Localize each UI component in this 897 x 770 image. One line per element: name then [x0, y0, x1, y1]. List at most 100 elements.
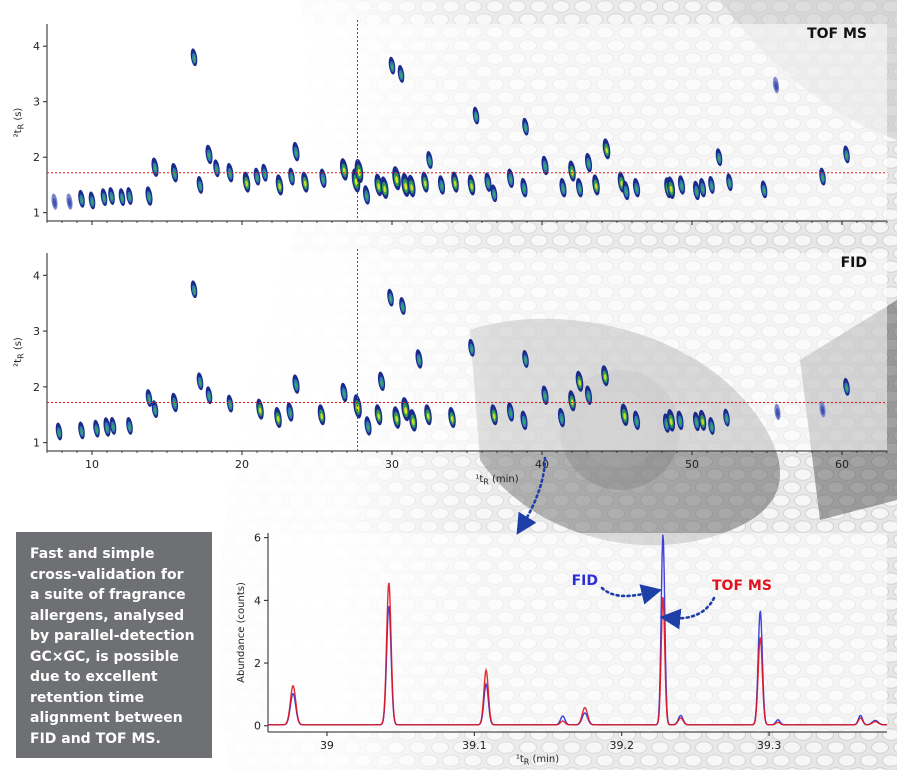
peak-blob-core	[509, 176, 512, 183]
peak-blob-core	[509, 410, 512, 417]
peak-blob-core	[391, 64, 394, 70]
peak-blob-core	[256, 175, 259, 181]
peak-blob-core	[669, 418, 673, 426]
peak-blob-core	[624, 189, 628, 195]
series-label-fid: FID	[572, 573, 598, 589]
peak-blob-core	[578, 186, 581, 193]
plot-title: FID	[841, 255, 867, 271]
peak-blob-core	[91, 199, 94, 205]
peak-blob-core	[377, 413, 381, 420]
plot-area	[47, 24, 887, 221]
x-axis-label: ¹tR (min)	[475, 474, 518, 487]
y-tick-label: 3	[33, 325, 40, 338]
peak-blob-core	[718, 155, 721, 162]
peak-blob-core	[128, 194, 131, 201]
peak-blob-core	[404, 407, 408, 415]
peak-blob-core	[389, 296, 392, 302]
peak-blob-core	[603, 374, 607, 381]
peak-blob-core	[470, 346, 473, 352]
peak-blob-core	[522, 418, 526, 425]
peak-blob-core	[193, 288, 196, 294]
x-tick-label: 10	[85, 458, 99, 471]
peak-blob-core	[400, 72, 403, 79]
peak-blob-core	[710, 424, 713, 431]
y-tick-label: 2	[33, 151, 40, 164]
y-axis-label: ²tR (s)	[13, 108, 26, 138]
peak-blob-core	[821, 175, 824, 181]
peak-blob-core	[147, 194, 151, 201]
peak-blob-core	[380, 379, 383, 386]
peak-blob-core	[58, 430, 61, 436]
plot-title: TOF MS	[807, 26, 867, 42]
peak-blob-core	[288, 410, 292, 417]
x-axis-label: ¹tR (min)	[516, 754, 559, 767]
peak-blob-core	[669, 185, 673, 193]
peak-blob-core	[199, 380, 202, 386]
peak-blob-core	[366, 424, 370, 431]
y-axis-label: Abundance (counts)	[236, 582, 247, 683]
peak-blob-core	[377, 183, 381, 190]
arrow-fid	[600, 584, 663, 605]
peak-blob-core	[492, 413, 496, 420]
peak-blob-core	[207, 152, 211, 159]
series-label-tof: TOF MS	[712, 578, 772, 594]
arrow-to-chromatogram	[516, 456, 547, 535]
peak-blob-core	[53, 200, 56, 206]
peak-blob-core	[303, 180, 307, 187]
description-callout: Fast and simple cross-validation for a s…	[16, 532, 212, 758]
peak-blob-core	[417, 357, 421, 364]
peak-blob-core	[410, 184, 414, 191]
peak-blob-core	[524, 125, 527, 131]
peak-blob-core	[522, 186, 526, 193]
x-tick-label: 50	[685, 458, 699, 471]
x-tick-label: 39.1	[462, 739, 487, 752]
peak-blob-core	[229, 402, 232, 408]
y-tick-label: 2	[33, 381, 40, 394]
peak-blob-core	[383, 185, 387, 193]
plot-area	[268, 533, 887, 732]
peak-blob-core	[728, 180, 731, 187]
callout-line: allergens, analysed	[30, 607, 185, 624]
peak-blob-core	[404, 182, 408, 191]
x-tick-label: 39.3	[757, 739, 782, 752]
y-tick-label: 3	[33, 96, 40, 109]
peak-blob-core	[103, 195, 106, 202]
peak-blob-core	[110, 194, 113, 201]
callout-line: alignment between	[30, 710, 183, 726]
peak-blob-core	[623, 412, 627, 420]
peak-blob-core	[290, 175, 293, 181]
peak-blob-core	[208, 394, 211, 400]
peak-blob-core	[486, 180, 490, 187]
peak-blob-core	[278, 183, 282, 190]
peak-blob-core	[678, 418, 682, 425]
peak-blob-core	[112, 424, 115, 431]
peak-blob-core	[199, 183, 202, 190]
peak-blob-core	[543, 164, 547, 170]
peak-blob-core	[620, 180, 624, 187]
peak-blob-core	[821, 408, 824, 414]
x-tick-label: 60	[835, 458, 849, 471]
peak-blob-core	[775, 84, 778, 89]
peak-blob-core	[228, 171, 232, 178]
peak-blob-core	[320, 413, 324, 420]
peak-blob-core	[450, 415, 454, 423]
peak-blob-core	[95, 427, 98, 433]
peak-blob-core	[128, 424, 131, 431]
peak-blob-core	[701, 186, 704, 193]
peak-blob-core	[725, 416, 728, 422]
peak-blob-core	[665, 421, 668, 428]
y-axis-label: ²tR (s)	[13, 337, 26, 367]
peak-blob-core	[395, 415, 399, 423]
peak-blob-core	[121, 195, 124, 202]
callout-line: cross-validation for	[30, 566, 184, 583]
peak-blob-core	[245, 180, 249, 187]
peak-blob-core	[710, 183, 713, 190]
peak-blob-core	[587, 161, 590, 168]
peak-blob-core	[258, 407, 262, 414]
peak-blob-core	[153, 165, 157, 172]
peak-blob-core	[763, 188, 766, 194]
callout-line: retention time	[30, 689, 145, 706]
peak-blob-core	[605, 147, 609, 154]
